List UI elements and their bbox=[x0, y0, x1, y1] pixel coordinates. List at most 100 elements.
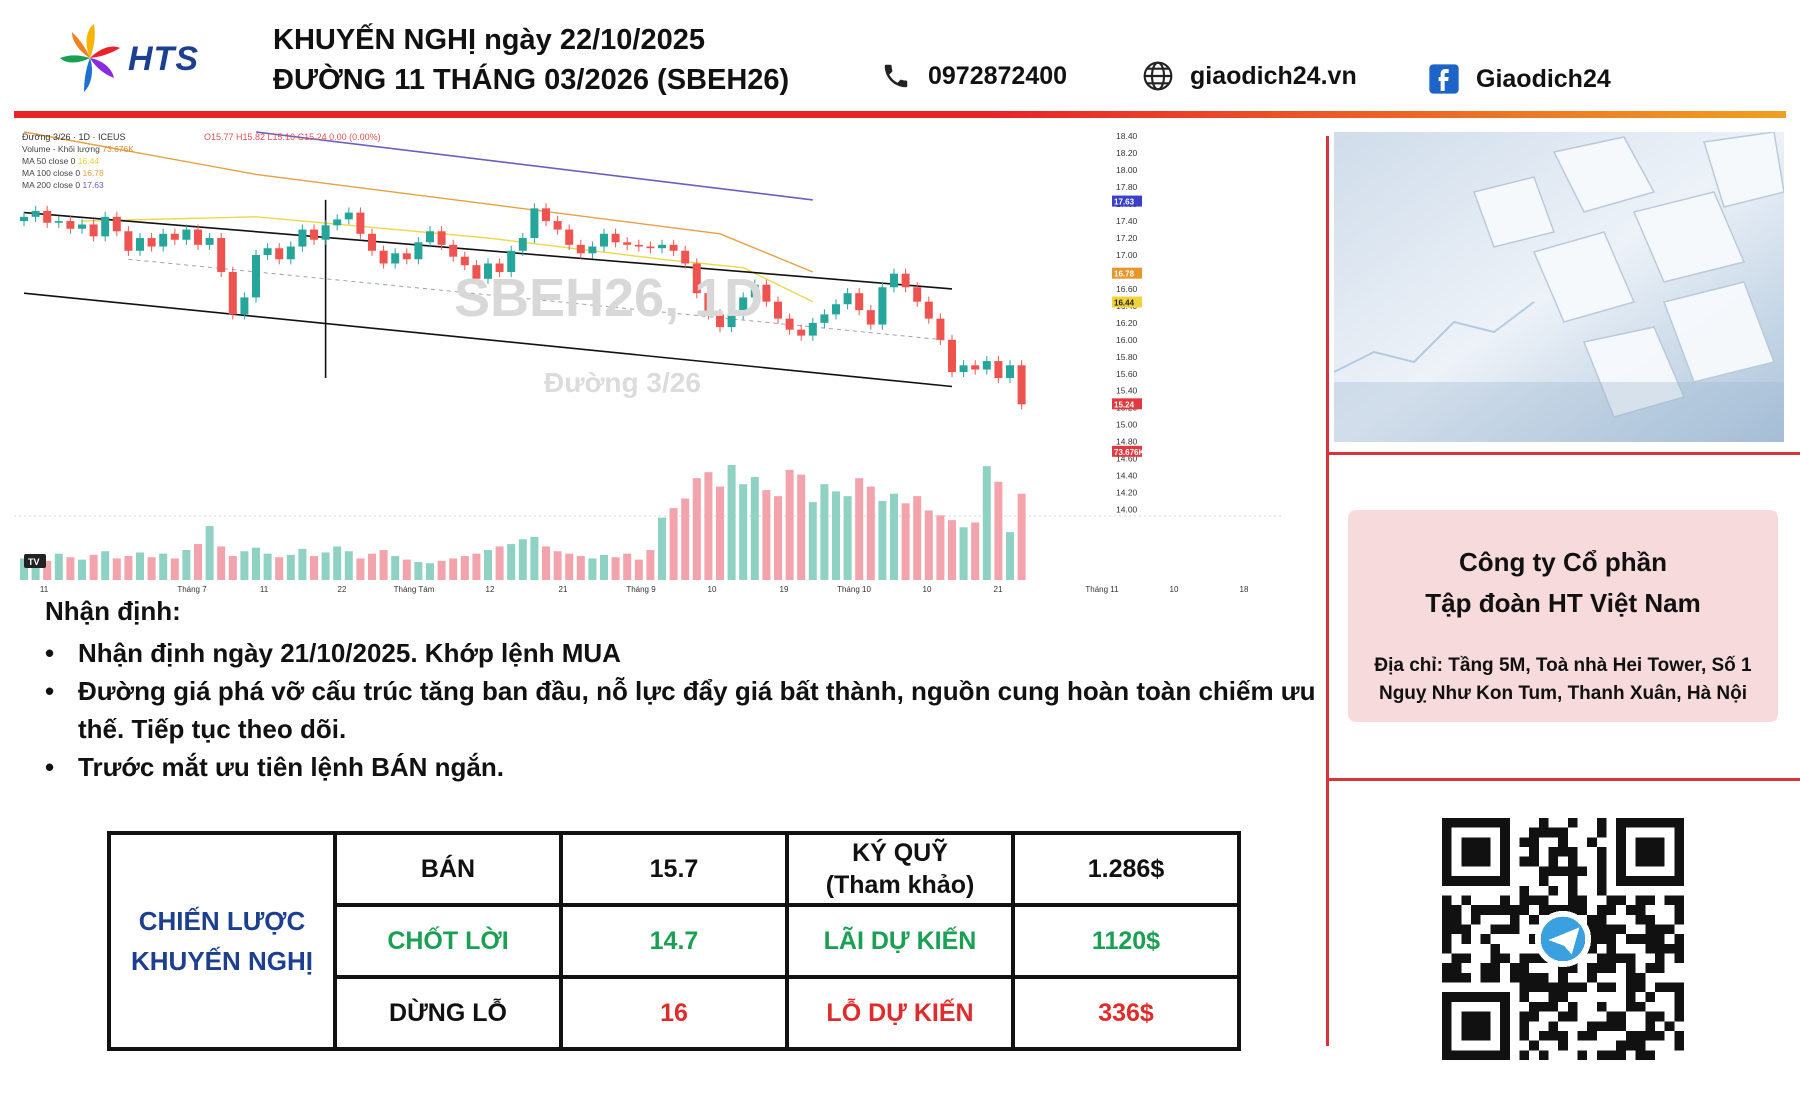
qr-module bbox=[1654, 1011, 1665, 1022]
ma100-line bbox=[23, 131, 814, 273]
qr-module bbox=[1461, 895, 1472, 906]
qr-module bbox=[1606, 943, 1617, 954]
price-badge-label: 15.24 bbox=[1114, 400, 1135, 409]
qr-module bbox=[1548, 1001, 1559, 1012]
candle bbox=[310, 224, 318, 245]
strategy-table: CHIẾN LƯỢC KHUYẾN NGHỊ BÁN 15.7 KÝ QUỸ (… bbox=[107, 831, 1241, 1051]
qr-module bbox=[1519, 992, 1530, 1002]
candle bbox=[1017, 360, 1026, 410]
candle-body bbox=[832, 304, 840, 315]
contact-facebook[interactable]: Giaodich24 bbox=[1428, 63, 1611, 95]
qr-module bbox=[1606, 953, 1617, 964]
contact-phone[interactable]: 0972872400 bbox=[880, 60, 1067, 92]
candle bbox=[982, 355, 991, 375]
candle-body bbox=[321, 225, 330, 240]
qr-module bbox=[1616, 1021, 1626, 1031]
price-badge-label: 16.44 bbox=[1114, 299, 1135, 308]
metric-label: KÝ QUỸ (Tham khảo) bbox=[785, 831, 1015, 907]
candle-body bbox=[147, 238, 156, 247]
volume-bar bbox=[762, 490, 771, 580]
qr-module bbox=[1567, 1011, 1578, 1022]
candle bbox=[124, 226, 133, 256]
qr-module bbox=[1442, 972, 1452, 983]
qr-module bbox=[1442, 924, 1452, 935]
qr-module bbox=[1451, 905, 1462, 915]
candle-body bbox=[159, 233, 168, 247]
qr-module bbox=[1519, 856, 1530, 867]
candle bbox=[101, 211, 110, 242]
qr-module bbox=[1616, 895, 1626, 906]
qr-module bbox=[1538, 1030, 1549, 1041]
y-tick-label: 14.80 bbox=[1116, 437, 1138, 447]
qr-module bbox=[1490, 972, 1501, 983]
candle-body bbox=[1006, 365, 1014, 379]
candle-body bbox=[43, 210, 52, 223]
candle bbox=[449, 239, 458, 262]
qr-module bbox=[1635, 1001, 1646, 1012]
volume-bar bbox=[228, 556, 237, 580]
website-url: giaodich24.vn bbox=[1190, 61, 1357, 90]
candle-body bbox=[634, 244, 643, 247]
volume-bar bbox=[530, 536, 539, 580]
qr-module bbox=[1616, 1040, 1626, 1051]
company-name-line1: Công ty Cổ phần bbox=[1459, 547, 1667, 577]
qr-module bbox=[1664, 943, 1675, 954]
volume-bar bbox=[20, 558, 28, 580]
qr-module bbox=[1674, 934, 1684, 944]
qr-module bbox=[1674, 914, 1684, 925]
action-price: 14.7 bbox=[559, 903, 789, 979]
bullet-text: Nhận định ngày 21/10/2025. Khớp lệnh MUA bbox=[78, 638, 621, 668]
qr-module bbox=[1674, 895, 1684, 906]
candle bbox=[785, 313, 794, 335]
qr-module bbox=[1480, 963, 1491, 973]
qr-module bbox=[1529, 914, 1539, 925]
bullet-dot: • bbox=[45, 752, 55, 782]
qr-module bbox=[1509, 905, 1520, 915]
qr-module bbox=[1635, 895, 1646, 906]
candle bbox=[182, 224, 191, 245]
candle bbox=[194, 224, 202, 250]
candle bbox=[924, 296, 933, 324]
qr-module bbox=[1519, 885, 1530, 896]
qr-module bbox=[1577, 895, 1588, 906]
candle-body bbox=[866, 310, 875, 325]
qr-module bbox=[1635, 972, 1646, 983]
metric-amount: 1.286$ bbox=[1011, 831, 1241, 907]
candle-body bbox=[994, 361, 1003, 379]
candle bbox=[484, 258, 492, 284]
qr-module bbox=[1645, 943, 1655, 954]
telegram-qr-code-icon[interactable] bbox=[1442, 818, 1684, 1060]
qr-module bbox=[1606, 934, 1617, 944]
contact-website[interactable]: giaodich24.vn bbox=[1142, 60, 1357, 92]
volume-bar bbox=[843, 496, 852, 580]
qr-module bbox=[1558, 1040, 1568, 1051]
qr-module bbox=[1548, 847, 1559, 857]
qr-module bbox=[1558, 992, 1568, 1002]
candle-body bbox=[414, 242, 423, 260]
strategy-header: CHIẾN LƯỢC KHUYẾN NGHỊ bbox=[107, 831, 337, 1051]
x-tick-label: Tháng 7 bbox=[177, 585, 207, 594]
candle-body bbox=[704, 293, 713, 315]
qr-module bbox=[1596, 963, 1607, 973]
volume-bar bbox=[275, 557, 284, 580]
candle bbox=[553, 215, 562, 235]
qr-module bbox=[1567, 876, 1578, 886]
candle bbox=[252, 249, 260, 303]
right-divider-1 bbox=[1329, 452, 1800, 455]
x-tick-label: 10 bbox=[1170, 585, 1179, 594]
candle-body bbox=[576, 244, 585, 254]
qr-module bbox=[1567, 895, 1578, 906]
candle-body bbox=[101, 216, 110, 237]
qr-module bbox=[1490, 953, 1501, 964]
candle bbox=[843, 288, 852, 310]
qr-module bbox=[1596, 866, 1607, 877]
candle bbox=[344, 207, 353, 225]
candle-body bbox=[913, 287, 922, 302]
qr-module bbox=[1548, 866, 1559, 877]
candle bbox=[136, 232, 144, 256]
qr-module bbox=[1596, 876, 1607, 886]
candle bbox=[750, 279, 759, 303]
telegram-plane-icon bbox=[1548, 927, 1580, 955]
volume-bar bbox=[692, 478, 701, 580]
volume-bar bbox=[391, 556, 400, 580]
